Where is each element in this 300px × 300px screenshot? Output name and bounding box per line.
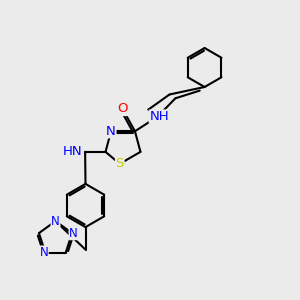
Text: N: N	[106, 125, 116, 138]
Text: N: N	[51, 214, 60, 228]
Text: O: O	[117, 103, 128, 116]
Text: S: S	[116, 157, 124, 170]
Text: NH: NH	[149, 110, 169, 123]
Text: N: N	[39, 246, 48, 259]
Text: HN: HN	[62, 146, 82, 158]
Text: N: N	[69, 226, 78, 240]
